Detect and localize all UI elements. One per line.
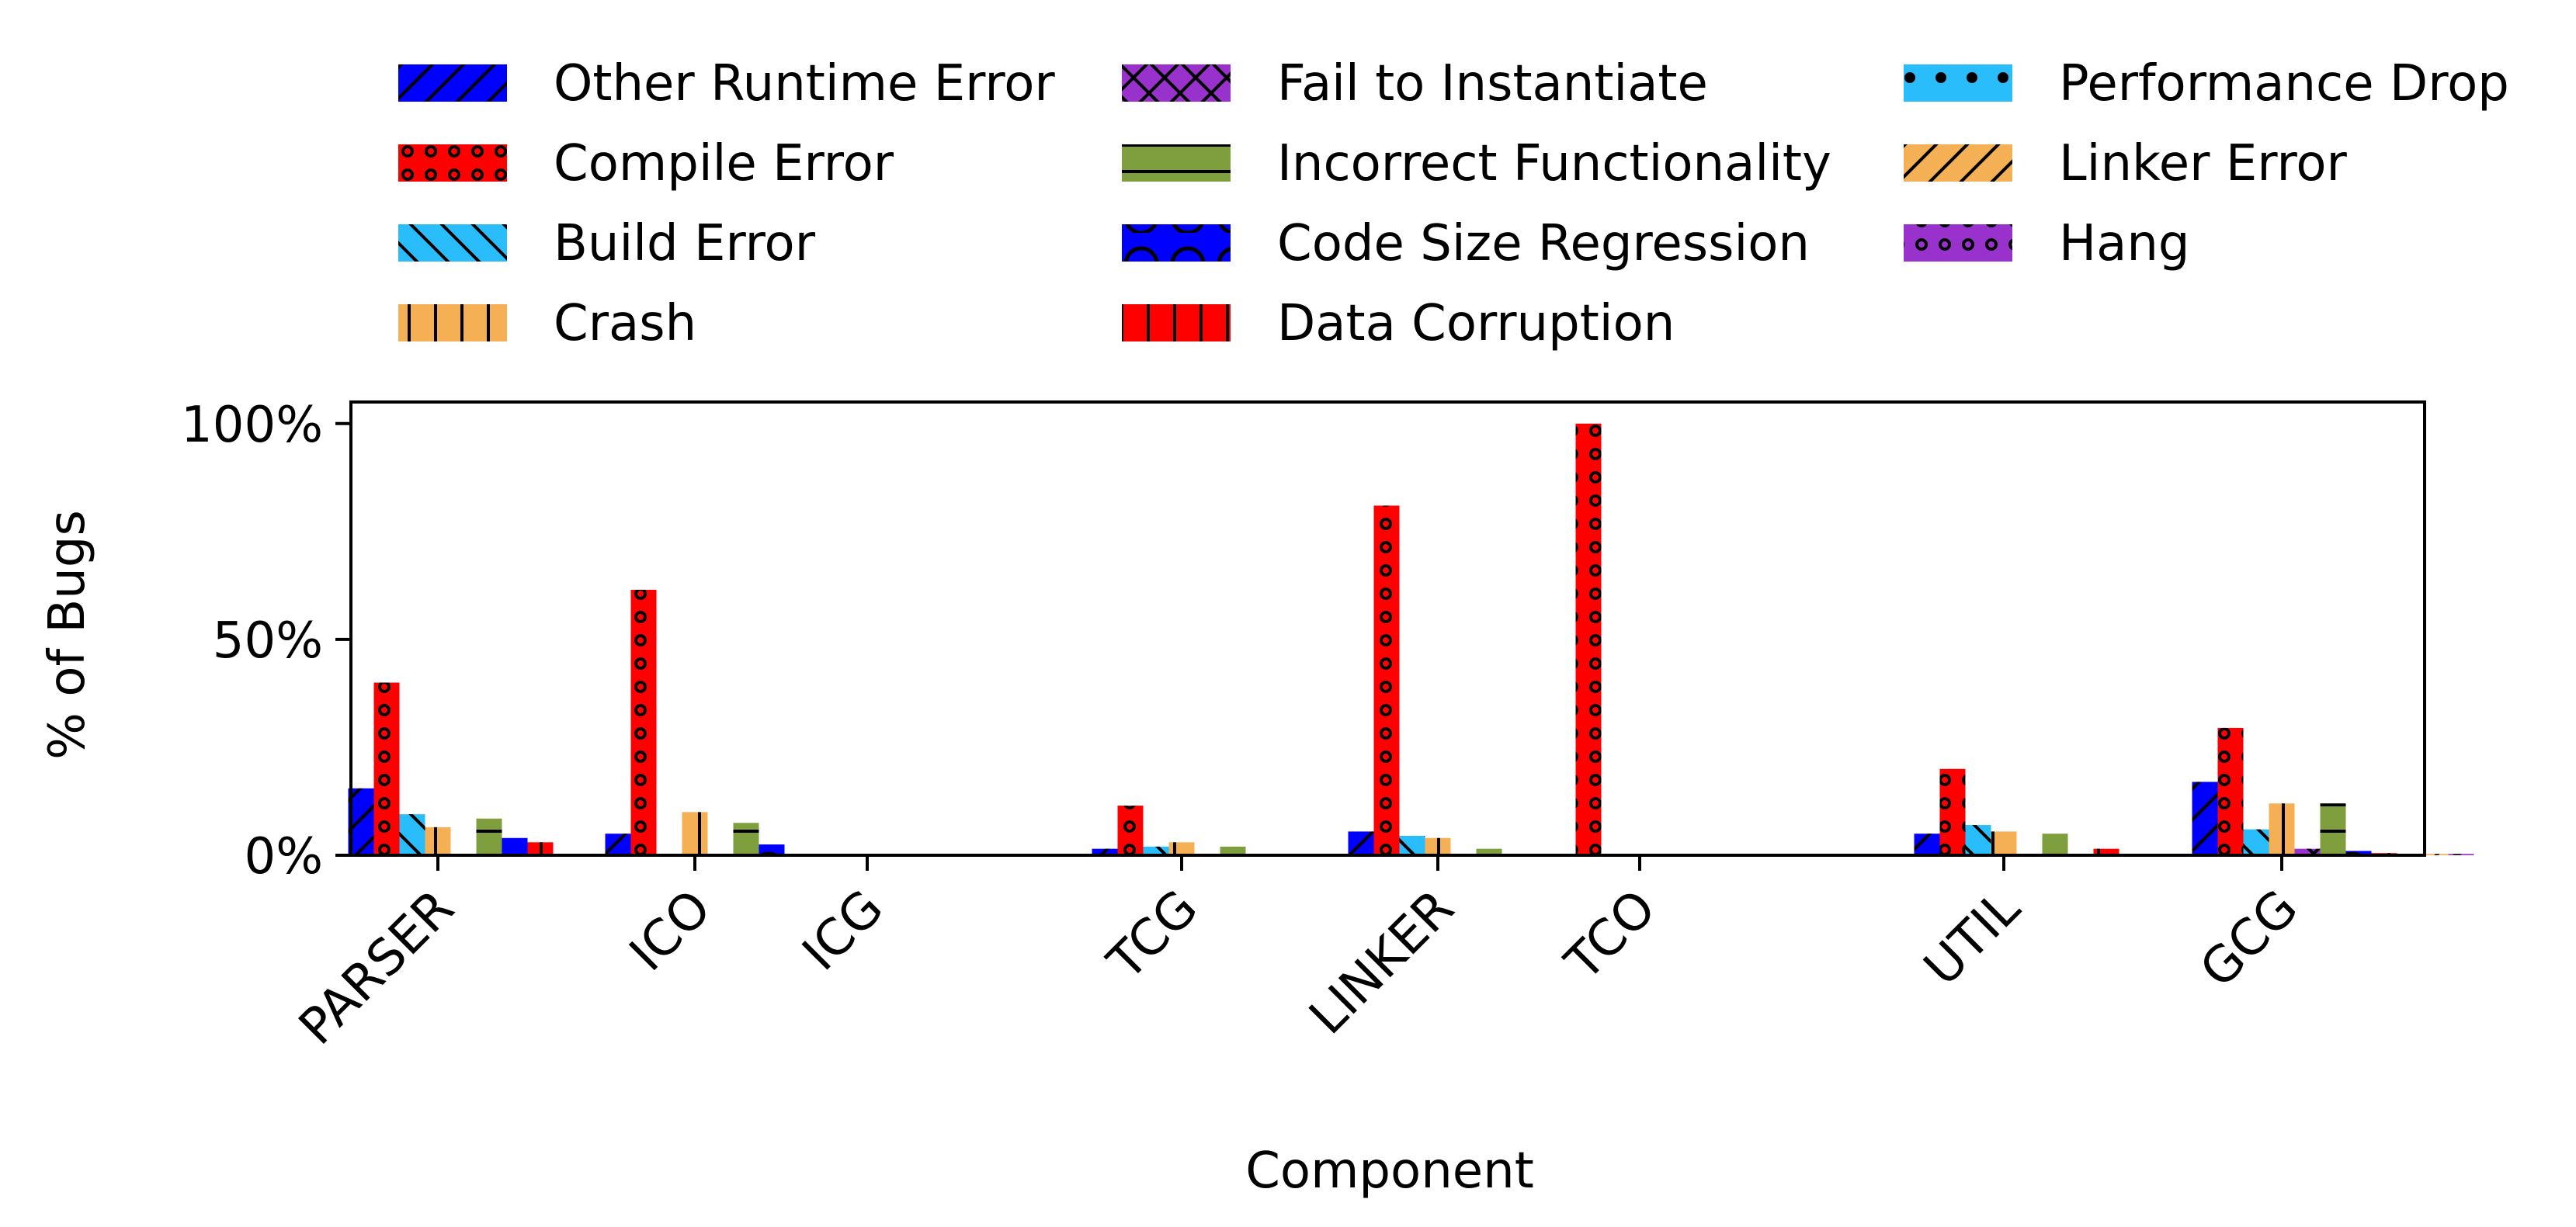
legend-item-performance-drop: Performance Drop (1904, 55, 2509, 113)
bar-ico-other-runtime-error (605, 834, 631, 855)
legend-item-crash: Crash (398, 295, 696, 352)
bar-ico-crash (682, 812, 708, 855)
bar-util-other-runtime-error (1914, 834, 1940, 855)
x-axis-label: Component (1245, 1142, 1534, 1200)
bar-gcg-code-size-regression (2345, 851, 2372, 855)
bar-util-build-error (1965, 825, 1991, 855)
bar-ico-incorrect-functionality (733, 823, 759, 855)
bar-tcg-other-runtime-error (1092, 848, 1118, 855)
y-tick-label: 100% (181, 397, 323, 454)
legend-label: Code Size Regression (1277, 215, 1810, 272)
bar-parser-data-corruption (527, 842, 554, 855)
x-tick-label-util: UTIL (1914, 879, 2032, 997)
bar-gcg-incorrect-functionality (2320, 803, 2346, 855)
bar-gcg-hang (2448, 854, 2474, 855)
bar-ico-code-size-regression (759, 844, 785, 855)
bar-tco-compile-error (1575, 423, 1602, 855)
bar-util-compile-error (1939, 768, 1966, 855)
x-tick-label-icg: ICG (792, 879, 894, 982)
bar-linker-compile-error (1373, 505, 1400, 855)
legend-label: Incorrect Functionality (1277, 135, 1831, 192)
legend-label: Fail to Instantiate (1277, 55, 1708, 113)
legend-item-linker-error: Linker Error (1904, 135, 2348, 192)
plot-frame (349, 400, 2426, 857)
legend-label: Build Error (554, 215, 816, 272)
legend-label: Other Runtime Error (554, 55, 1055, 113)
x-tick-label-ico: ICO (619, 879, 722, 983)
bar-linker-build-error (1399, 835, 1425, 855)
bar-linker-other-runtime-error (1348, 831, 1374, 855)
legend-item-data-corruption: Data Corruption (1122, 295, 1675, 352)
axes: 0% 50% 100% PARSER ICO ICG TCG LINKER TCO UTIL GCG (181, 397, 2426, 1056)
y-tick-label: 50% (213, 612, 323, 670)
bar-linker-crash (1425, 837, 1451, 855)
legend-item-fail-to-instantiate: Fail to Instantiate (1122, 55, 1708, 113)
legend-label: Hang (2059, 215, 2190, 272)
legend-item-code-size-regression: Code Size Regression (1122, 215, 1810, 272)
chart-legend: Other Runtime Error Compile Error Build Er… (398, 55, 2509, 352)
bar-tcg-incorrect-functionality (1220, 846, 1246, 855)
bar-gcg-crash (2269, 803, 2295, 855)
x-tick-label-parser: PARSER (288, 879, 465, 1056)
y-tick-label: 0% (244, 828, 323, 886)
bar-parser-code-size-regression (502, 837, 528, 855)
legend-item-build-error: Build Error (398, 215, 816, 272)
legend-label: Performance Drop (2059, 55, 2509, 113)
legend-item-other-runtime-error: Other Runtime Error (398, 55, 1055, 113)
bar-gcg-linker-error (2422, 854, 2449, 855)
bar-tcg-crash (1168, 842, 1195, 855)
bar-util-crash (1991, 831, 2017, 855)
x-tick-label-gcg: GCG (2189, 879, 2309, 999)
bar-gcg-compile-error (2217, 727, 2244, 855)
bar-parser-incorrect-functionality (476, 818, 502, 855)
legend-label: Compile Error (554, 135, 894, 192)
bar-ico-compile-error (630, 589, 657, 855)
legend-label: Crash (554, 295, 696, 352)
bar-util-incorrect-functionality (2042, 834, 2068, 855)
bar-tcg-build-error (1143, 846, 1169, 855)
bar-linker-incorrect-functionality (1476, 848, 1502, 855)
bar-util-data-corruption (2093, 848, 2119, 855)
legend-item-incorrect-functionality: Incorrect Functionality (1122, 135, 1831, 192)
bar-gcg-other-runtime-error (2192, 782, 2218, 855)
bar-gcg-build-error (2243, 829, 2269, 855)
bar-group (348, 423, 2474, 855)
legend-label: Linker Error (2059, 135, 2348, 192)
legend-item-compile-error: Compile Error (398, 135, 894, 192)
bar-parser-crash (425, 827, 451, 855)
bar-parser-compile-error (373, 682, 400, 855)
bar-parser-build-error (399, 814, 425, 855)
legend-item-hang: Hang (1904, 215, 2190, 272)
x-tick-label-tcg: TCG (1097, 879, 1210, 992)
x-tick-label-tco: TCO (1554, 879, 1667, 992)
bar-gcg-fail-to-instantiate (2294, 848, 2321, 855)
y-axis-label: % of Bugs (39, 510, 96, 760)
legend-label: Data Corruption (1277, 295, 1675, 352)
x-tick-label-linker: LINKER (1299, 879, 1465, 1045)
bar-tcg-compile-error (1117, 806, 1144, 855)
